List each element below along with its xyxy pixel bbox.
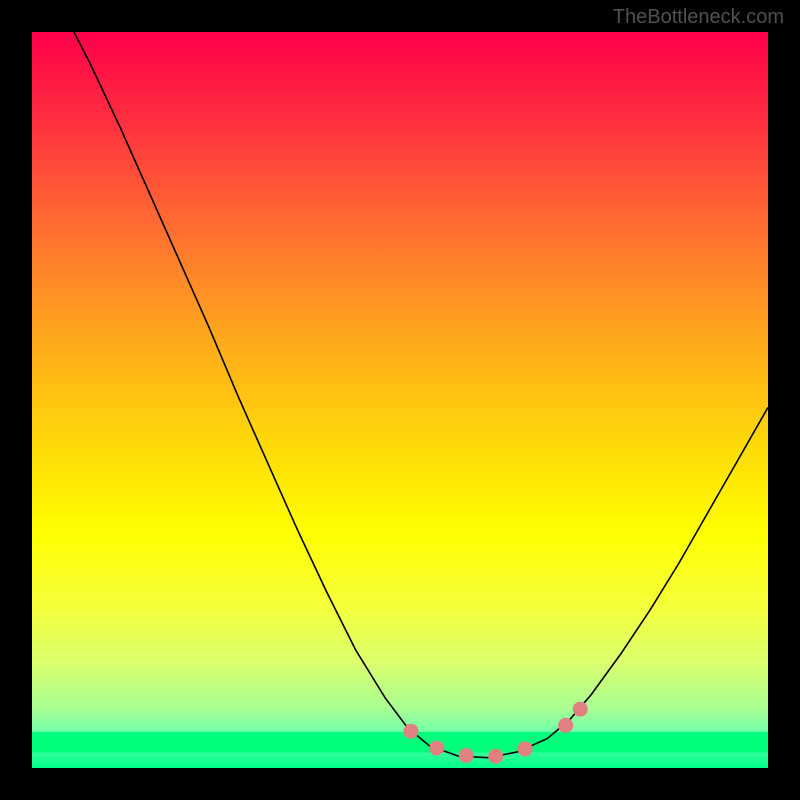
watermark-text: TheBottleneck.com [613,6,784,29]
sweet-spot-marker [488,749,503,764]
bottleneck-curve-chart [32,32,768,768]
sweet-spot-marker [518,741,533,756]
sweet-spot-marker [573,702,588,717]
optimal-band [32,732,768,753]
sweet-spot-marker [404,724,419,739]
gradient-background [32,32,768,768]
sweet-spot-marker [429,741,444,756]
chart-plot-area [32,32,768,768]
sweet-spot-marker [558,718,573,733]
sweet-spot-marker [459,748,474,763]
